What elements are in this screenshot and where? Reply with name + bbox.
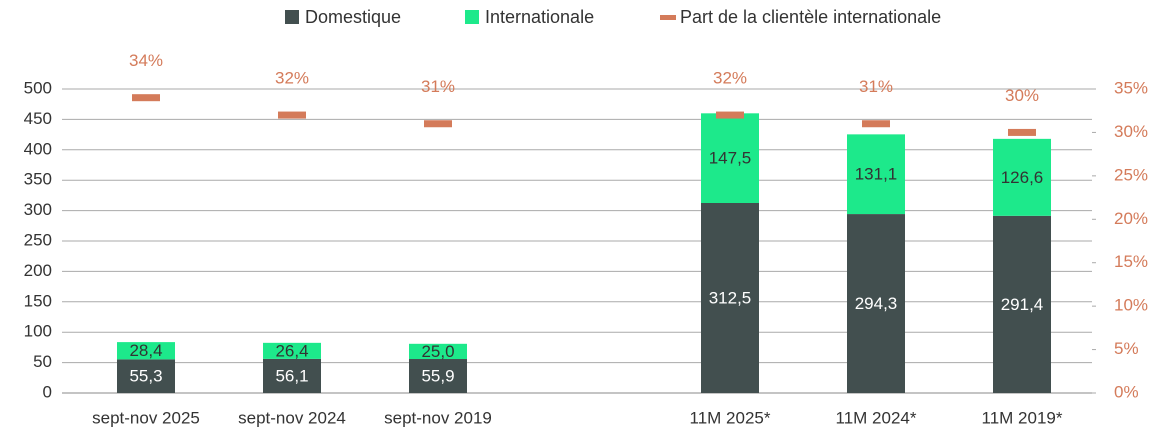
bar-segment	[993, 138, 1051, 216]
share-label: 31%	[421, 77, 455, 96]
y-tick-label: 200	[24, 261, 52, 280]
y2-tick-label: 30%	[1114, 122, 1148, 141]
x-tick-label: sept-nov 2019	[384, 408, 492, 427]
y-tick-label: 400	[24, 139, 52, 158]
bar-segment	[847, 214, 905, 393]
share-label: 31%	[859, 77, 893, 96]
bar-segment	[847, 134, 905, 215]
bar-segment	[117, 359, 175, 393]
bar-segment	[701, 113, 759, 203]
bar-segment	[993, 215, 1051, 393]
x-tick-label: 11M 2019*	[982, 408, 1063, 427]
x-tick-label: 11M 2025*	[690, 408, 771, 427]
bar-label: 294,3	[855, 294, 898, 313]
bar-label: 26,4	[275, 341, 308, 360]
share-marker	[716, 111, 744, 119]
bar-label: 55,3	[129, 367, 162, 386]
bar-label: 291,4	[1001, 295, 1044, 314]
bar-segment	[409, 343, 467, 360]
y2-tick-label: 20%	[1114, 209, 1148, 228]
bar-label: 147,5	[709, 149, 752, 168]
y2-tick-label: 15%	[1114, 252, 1148, 271]
bar-label: 25,0	[421, 342, 454, 361]
bar-segment	[701, 203, 759, 393]
y-tick-label: 0	[43, 382, 52, 401]
share-label: 30%	[1005, 86, 1039, 105]
x-tick-label: sept-nov 2024	[238, 408, 346, 427]
y-tick-label: 300	[24, 200, 52, 219]
y-tick-label: 350	[24, 170, 52, 189]
bar-label: 126,6	[1001, 168, 1044, 187]
bar-segment	[263, 342, 321, 359]
legend-label: Domestique	[305, 7, 401, 27]
share-label: 32%	[275, 69, 309, 88]
legend-swatch	[465, 10, 479, 24]
legend-swatch	[285, 10, 299, 24]
y-tick-label: 50	[33, 352, 52, 371]
bar-segment	[117, 342, 175, 360]
bar-label: 131,1	[855, 165, 898, 184]
y-tick-label: 150	[24, 291, 52, 310]
legend-swatch	[660, 15, 676, 20]
y2-tick-label: 0%	[1114, 382, 1139, 401]
legend-label: Part de la clientèle internationale	[680, 7, 941, 27]
y2-tick-label: 5%	[1114, 339, 1139, 358]
bar-label: 55,9	[421, 366, 454, 385]
share-marker	[1008, 128, 1036, 136]
bar-segment	[409, 359, 467, 393]
y2-tick-label: 25%	[1114, 165, 1148, 184]
share-marker	[862, 120, 890, 128]
bar-label: 28,4	[129, 341, 162, 360]
y-tick-label: 500	[24, 78, 52, 97]
y2-tick-label: 10%	[1114, 296, 1148, 315]
bar-label: 312,5	[709, 288, 752, 307]
y2-tick-label: 35%	[1114, 78, 1148, 97]
bar-segment	[263, 358, 321, 393]
legend-label: Internationale	[485, 7, 594, 27]
bar-label: 56,1	[275, 366, 308, 385]
share-label: 32%	[713, 69, 747, 88]
y-tick-label: 100	[24, 322, 52, 341]
y-tick-label: 250	[24, 230, 52, 249]
share-marker	[132, 94, 160, 102]
share-label: 34%	[129, 51, 163, 70]
y-tick-label: 450	[24, 109, 52, 128]
share-marker	[424, 120, 452, 128]
share-marker	[278, 111, 306, 119]
x-tick-label: 11M 2024*	[836, 408, 917, 427]
x-tick-label: sept-nov 2025	[92, 408, 200, 427]
